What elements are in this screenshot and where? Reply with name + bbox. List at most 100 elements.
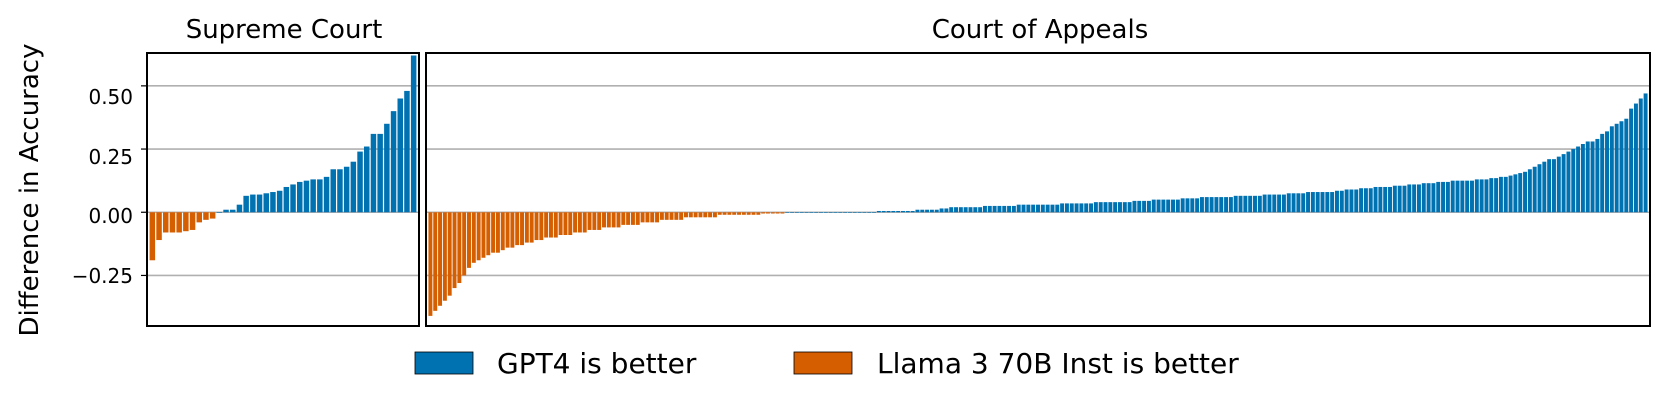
bar [544, 212, 549, 238]
bar [751, 212, 756, 215]
bar [616, 212, 621, 228]
bar [1296, 193, 1301, 213]
panel-supreme-court [141, 52, 420, 327]
bar [1219, 197, 1224, 213]
bar [250, 194, 256, 213]
bar [1060, 203, 1065, 213]
bar [1286, 193, 1291, 213]
bar [1484, 179, 1489, 213]
bar [323, 176, 330, 213]
bar [1031, 204, 1036, 213]
bar [276, 190, 283, 213]
bar [1503, 176, 1508, 213]
bar [1011, 205, 1016, 213]
bar [1103, 202, 1108, 213]
bar [712, 212, 717, 218]
bar [915, 209, 920, 213]
bar [770, 212, 775, 214]
bar [1233, 195, 1238, 213]
bar [317, 179, 323, 213]
bar [1190, 198, 1195, 213]
bar [433, 212, 438, 311]
bar [457, 212, 462, 284]
bar [1547, 159, 1552, 213]
bar [505, 212, 510, 248]
bar [1373, 186, 1378, 213]
legend: GPT4 is better Llama 3 70B Inst is bette… [414, 347, 1239, 380]
bar [1383, 186, 1388, 213]
bar [357, 151, 363, 213]
bar [1036, 204, 1040, 213]
bar [1571, 149, 1576, 213]
bar [428, 212, 433, 316]
bar [1498, 176, 1503, 213]
bar [905, 210, 910, 213]
bar [1204, 197, 1209, 213]
bar [621, 212, 626, 225]
bar [176, 212, 182, 233]
bar [1262, 194, 1267, 213]
bar [1108, 202, 1113, 213]
bar [1354, 189, 1359, 213]
bar [828, 212, 833, 213]
bar [1527, 169, 1532, 213]
bar [558, 212, 563, 235]
bar [1224, 197, 1229, 213]
bar [1127, 202, 1132, 213]
bar [630, 212, 635, 225]
bar [944, 208, 949, 213]
bar [1021, 204, 1026, 213]
bar [847, 212, 852, 213]
bar [794, 212, 799, 213]
legend-swatch-llama [793, 351, 853, 375]
bar [896, 210, 901, 213]
bar [587, 212, 592, 230]
bar [1098, 202, 1103, 213]
bar [1426, 183, 1431, 213]
bar [669, 212, 674, 220]
bar [891, 210, 896, 213]
bar [1339, 190, 1344, 213]
bar [1166, 199, 1171, 213]
bar [732, 212, 737, 215]
bar [303, 180, 310, 213]
bar [1551, 159, 1556, 213]
bar [1161, 199, 1166, 213]
bar [1113, 202, 1118, 213]
bar [1576, 146, 1581, 213]
bar [954, 207, 959, 213]
bar [814, 212, 819, 213]
bar [563, 212, 568, 235]
bar [1199, 197, 1204, 213]
bar [568, 212, 573, 235]
bar [553, 212, 558, 238]
bar [645, 212, 650, 223]
bar [1633, 103, 1638, 213]
bar [216, 212, 223, 213]
bar [486, 212, 491, 256]
bar [163, 212, 169, 233]
bar [471, 212, 476, 263]
bar [1580, 144, 1585, 213]
bar [886, 210, 891, 213]
bar [1436, 181, 1441, 213]
bar [1416, 184, 1421, 213]
bar [1315, 192, 1320, 213]
bar [1431, 183, 1436, 213]
bar [1445, 181, 1450, 213]
bar [515, 212, 520, 246]
bar [698, 212, 703, 218]
bar [1556, 156, 1561, 213]
bar [684, 212, 688, 218]
bar [438, 212, 443, 306]
bar [1026, 204, 1031, 213]
bar [1117, 202, 1122, 213]
bar [876, 210, 881, 213]
bar [1518, 173, 1523, 213]
bar [467, 212, 471, 268]
bar [1508, 175, 1513, 213]
bar [1378, 186, 1383, 213]
bar [270, 192, 276, 213]
bar [263, 193, 269, 213]
